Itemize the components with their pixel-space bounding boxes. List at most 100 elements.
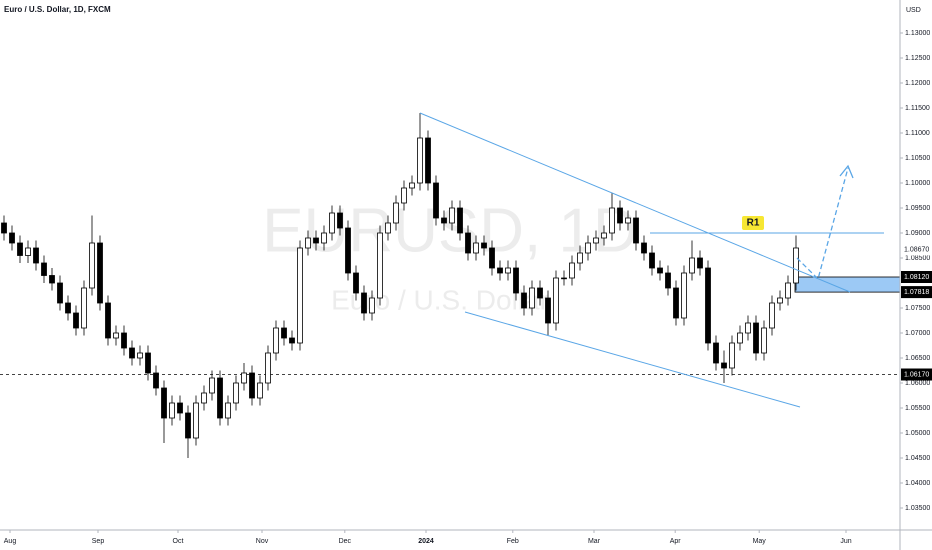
candle-body — [721, 362, 727, 369]
y-tick-label: 1.06000 — [905, 380, 930, 387]
price-tag — [901, 368, 932, 381]
candle-body — [25, 247, 31, 256]
candle-body — [33, 247, 39, 264]
candle-body — [401, 187, 407, 204]
candle-body — [633, 217, 639, 244]
candle-body — [609, 207, 615, 234]
candle-body — [121, 332, 127, 349]
candle-body — [737, 332, 743, 344]
y-tick-label: 1.12500 — [905, 55, 930, 62]
candle-body — [713, 342, 719, 364]
drawings — [419, 112, 854, 408]
candle-body — [265, 352, 271, 384]
candle-body — [57, 282, 63, 304]
candle-body — [17, 242, 23, 256]
y-tick-label: 1.10500 — [905, 155, 930, 162]
candle-body — [377, 232, 383, 299]
candle-body — [481, 242, 487, 249]
candle-body — [217, 377, 223, 419]
x-tick-label: Aug — [4, 538, 17, 545]
candle-body — [785, 282, 791, 299]
candle-body — [769, 302, 775, 329]
candle-body — [169, 402, 175, 419]
candle-body — [97, 242, 103, 304]
y-tick-label: 1.07500 — [905, 305, 930, 312]
candle-body — [465, 232, 471, 254]
x-tick-label: Oct — [173, 538, 184, 545]
candle-body — [617, 207, 623, 224]
trend-line — [464, 311, 801, 408]
y-tick-label: 1.05500 — [905, 405, 930, 412]
x-tick-label: Sep — [92, 538, 105, 545]
candle-body — [681, 272, 687, 319]
x-tick-label: Dec — [339, 538, 352, 545]
candle-body — [385, 222, 391, 234]
price-tag-label: 1.08120 — [904, 274, 929, 281]
candle-body — [753, 322, 759, 354]
x-tick-label: Feb — [507, 538, 519, 545]
candle-body — [689, 257, 695, 274]
currency: USD — [906, 7, 921, 14]
candle-body — [641, 242, 647, 254]
y-tick-label: 1.08500 — [905, 255, 930, 262]
candle-body — [249, 372, 255, 399]
candle-body — [473, 242, 479, 254]
price-tag — [901, 243, 932, 256]
candle-body — [577, 252, 583, 264]
candle-body — [705, 267, 711, 344]
y-tick-label: 1.13000 — [905, 30, 930, 37]
y-tick-label: 1.09000 — [905, 230, 930, 237]
candle-body — [585, 242, 591, 254]
candle-body — [193, 402, 199, 439]
projection-arrow — [796, 167, 849, 281]
candle-body — [145, 352, 151, 374]
candle-body — [745, 322, 751, 334]
candle-body — [1, 222, 7, 234]
y-tick-label: 1.06500 — [905, 355, 930, 362]
candle-body — [545, 297, 551, 324]
candle-body — [553, 277, 559, 324]
candle-body — [161, 387, 167, 419]
candle-body — [177, 402, 183, 414]
trend-line — [419, 112, 851, 293]
price-tag-label: 1.06170 — [904, 371, 929, 378]
candle-body — [225, 402, 231, 419]
candle-body — [449, 207, 455, 224]
candle-body — [185, 412, 191, 439]
candle-body — [625, 217, 631, 224]
candle-body — [569, 262, 575, 279]
price-tag — [901, 271, 932, 283]
candle-body — [233, 382, 239, 404]
candle-body — [281, 327, 287, 339]
y-tick-label: 1.09500 — [905, 205, 930, 212]
x-tick-label: Mar — [588, 538, 601, 545]
candle-body — [297, 247, 303, 344]
candle-body — [513, 267, 519, 294]
candle-body — [489, 247, 495, 269]
candle-body — [353, 272, 359, 294]
candle-body — [417, 137, 423, 184]
candle-body — [41, 262, 47, 276]
candle-body — [321, 232, 327, 244]
y-tick-label: 1.11000 — [905, 130, 930, 137]
candle-body — [665, 272, 671, 289]
y-tick-label: 1.04500 — [905, 455, 930, 462]
x-tick-label: Nov — [256, 538, 269, 545]
candle-body — [497, 267, 503, 274]
y-tick-label: 1.11500 — [905, 105, 930, 112]
candle-body — [561, 277, 567, 280]
candle-body — [505, 267, 511, 274]
candle-body — [593, 237, 599, 244]
candle-body — [393, 202, 399, 224]
y-tick-label: 1.07000 — [905, 330, 930, 337]
price-tag — [901, 286, 932, 299]
candle-body — [129, 347, 135, 359]
candle-body — [313, 237, 319, 244]
r1-badge — [742, 216, 764, 230]
x-tick-label: 2024 — [418, 538, 434, 545]
price-tag-label: 1.07818 — [904, 289, 929, 296]
arrow-head — [839, 164, 854, 179]
candle-body — [521, 292, 527, 309]
